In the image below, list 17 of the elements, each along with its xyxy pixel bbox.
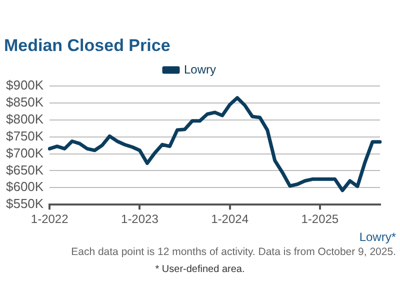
text: Each data point is 12 months of activity. Data is from October 9, 2025. [70, 246, 396, 258]
y-tick-label: $850K [6, 94, 44, 110]
chart-title: Median Closed Price [4, 36, 172, 57]
y-tick-label: $900K [6, 78, 44, 93]
x-tick-label: 1-2023 [121, 212, 159, 226]
y-tick-label: $600K [6, 179, 44, 194]
y-tick-label: $550K [6, 196, 44, 212]
x-tick-label: 1-2025 [301, 212, 339, 226]
y-tick-label: $750K [6, 128, 44, 144]
x-tick-label: 1-2024 [211, 212, 249, 226]
y-tick-label: $650K [6, 162, 44, 178]
x-tick-label: 1-2022 [30, 212, 69, 226]
y-tick-label: $700K [6, 145, 44, 160]
text: Lowry* [358, 230, 396, 244]
y-tick-label: $800K [6, 111, 44, 126]
text: * User-defined area. [154, 264, 246, 275]
legend-label: Lowry [184, 62, 216, 76]
